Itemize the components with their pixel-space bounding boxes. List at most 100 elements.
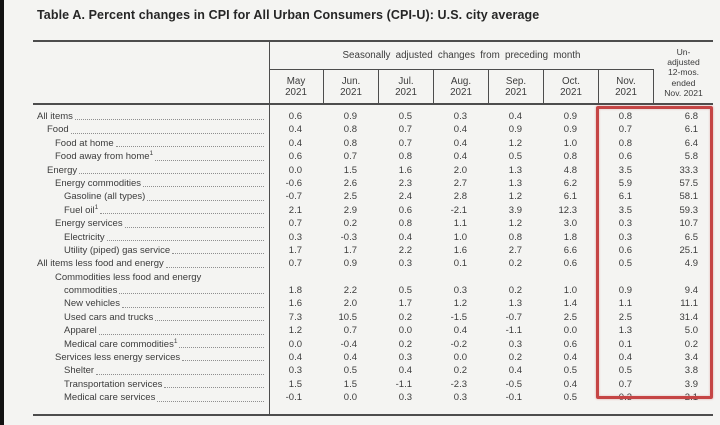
month-header-cell: Jul. 2021 — [379, 70, 434, 103]
cell-month-3: 0.4 — [453, 124, 467, 136]
row-label: Shelter — [33, 364, 269, 377]
cell-month-2: 0.5 — [398, 285, 412, 297]
cell-month-4: 1.3 — [508, 298, 522, 310]
cell-12mo-unadjusted: 6.8 — [684, 111, 698, 122]
cell-month-6: 0.7 — [618, 124, 632, 136]
month-header-row: May 2021 Jun. 2021 Jul. 2021 Aug. 2021 Sep. 2021 O… — [269, 70, 654, 103]
cell-month-4: -0.1 — [505, 392, 522, 404]
cell-month-6: 0.6 — [618, 244, 632, 256]
cell-month-1: 0.5 — [343, 365, 357, 377]
cell-month-0: 1.2 — [288, 325, 302, 337]
cell-month-0: -0.7 — [285, 191, 302, 203]
cell-month-2: 0.7 — [398, 137, 412, 149]
cell-12mo-unadjusted: 6.1 — [684, 124, 698, 136]
cell-12mo-unadjusted: 2.1 — [684, 392, 698, 404]
row-label: Energy — [33, 164, 269, 177]
cell-month-2: 0.4 — [398, 365, 412, 377]
cell-month-6: 0.8 — [618, 111, 632, 122]
cell-12mo-unadjusted: 59.3 — [679, 204, 699, 216]
cell-month-6: 3.5 — [618, 204, 632, 216]
cell-month-2: 0.3 — [398, 258, 412, 270]
row-label: Food — [33, 123, 269, 136]
cell-month-2: 0.2 — [398, 311, 412, 323]
cell-month-5: 6.2 — [563, 177, 577, 189]
cell-month-4: 0.8 — [508, 231, 522, 243]
cell-month-3: -2.1 — [450, 204, 467, 216]
cell-month-6: 0.5 — [618, 365, 632, 377]
cell-month-2: 0.6 — [398, 204, 412, 216]
cell-month-4: 0.4 — [508, 111, 522, 122]
cell-month-1: 2.9 — [343, 204, 357, 216]
unadjusted-header-cell: Un- adjusted 12-mos. ended Nov. 2021 — [664, 46, 703, 98]
dot-leader — [115, 146, 264, 148]
cell-12mo-unadjusted: 11.1 — [680, 298, 698, 310]
table-header: Seasonally adjusted changes from precedi… — [33, 40, 713, 105]
cell-month-3: 0.1 — [453, 258, 467, 270]
table-row: Electricity 0.3 -0.3 0.4 1.0 0.8 1.8 0.3 6.5 — [33, 231, 713, 244]
group-header-label: Seasonally adjusted changes from precedi… — [269, 42, 654, 70]
cell-month-5: 0.8 — [563, 151, 577, 163]
table-row: Transportation services 1.5 1.5 -1.1 -2.3 -0.… — [33, 378, 713, 391]
cell-month-2: 0.3 — [398, 392, 412, 404]
cell-12mo-unadjusted: 25.1 — [679, 244, 699, 256]
cell-month-1: 0.4 — [343, 352, 357, 364]
row-label: Food away from home1 — [33, 150, 269, 163]
cell-month-5: 6.6 — [563, 244, 577, 256]
cell-12mo-unadjusted: 3.8 — [684, 365, 698, 377]
cell-12mo-unadjusted: 5.8 — [684, 151, 698, 163]
cell-month-4: 1.2 — [508, 191, 522, 203]
cell-month-5: 0.9 — [563, 111, 577, 122]
cell-month-6: 0.3 — [618, 231, 632, 243]
cell-month-3: 0.3 — [453, 392, 467, 404]
table-row: Gasoline (all types) -0.7 2.5 2.4 2.8 1.2 6.1 6… — [33, 190, 713, 203]
cell-month-3: 1.2 — [453, 298, 467, 310]
cell-month-2: 2.4 — [398, 191, 412, 203]
cell-month-1: 0.8 — [343, 124, 357, 136]
cell-month-2: 0.2 — [398, 338, 412, 350]
cell-month-0: -0.6 — [285, 177, 302, 189]
cell-month-1: -0.4 — [340, 338, 357, 350]
cell-12mo-unadjusted: 9.4 — [684, 285, 698, 297]
cell-month-3: 2.7 — [453, 177, 467, 189]
table-row: Food away from home1 0.6 0.7 0.8 0.4 0.5 0.8 0.… — [33, 150, 713, 163]
stub-header-cell — [33, 42, 269, 103]
cell-month-1: 0.7 — [343, 151, 357, 163]
cell-month-4: 3.9 — [508, 204, 522, 216]
cell-month-0: 0.4 — [288, 352, 302, 364]
cell-month-1: 2.0 — [343, 298, 357, 310]
dot-leader — [172, 253, 264, 255]
cell-month-0: 2.1 — [288, 204, 302, 216]
cell-month-0: 0.4 — [288, 137, 302, 149]
cell-month-3: 1.0 — [453, 231, 467, 243]
cell-month-5: 1.4 — [563, 298, 577, 310]
month-header-cell: Sep. 2021 — [489, 70, 544, 103]
stub-divider-line — [269, 40, 270, 416]
cell-month-2: 0.4 — [398, 231, 412, 243]
cell-12mo-unadjusted: 3.4 — [684, 352, 698, 364]
cell-month-5: 1.8 — [563, 231, 577, 243]
cell-month-3: -0.2 — [450, 338, 467, 350]
table-body: All items 0.6 0.9 0.5 0.3 0.4 0.9 0.8 6.8 Food 0.4… — [33, 105, 713, 416]
cell-12mo-unadjusted: 33.3 — [679, 164, 699, 176]
cell-month-6: 3.5 — [618, 164, 632, 176]
month-header-cell: Aug. 2021 — [434, 70, 489, 103]
dot-leader — [157, 400, 264, 402]
table-row: Energy services 0.7 0.2 0.8 1.1 1.2 3.0 0.3 10.7 — [33, 217, 713, 230]
cell-month-5: 3.0 — [563, 218, 577, 230]
cell-month-4: 2.7 — [508, 244, 522, 256]
cell-month-3: 1.6 — [453, 244, 467, 256]
cell-month-6: 1.1 — [618, 298, 632, 310]
cell-month-2: 2.2 — [398, 244, 412, 256]
row-label: New vehicles — [33, 297, 269, 310]
cell-month-2: 0.8 — [398, 151, 412, 163]
table-title: Table A. Percent changes in CPI for All … — [37, 8, 540, 22]
cell-month-2: 2.3 — [398, 177, 412, 189]
cell-month-1: 0.0 — [343, 392, 357, 404]
month-header-cell: Oct. 2021 — [544, 70, 599, 103]
cell-month-1: 1.5 — [343, 164, 357, 176]
cell-month-4: 0.5 — [508, 151, 522, 163]
cell-month-0: 1.7 — [288, 244, 302, 256]
dot-leader — [182, 360, 264, 362]
dot-leader — [155, 320, 264, 322]
cell-month-5: 6.1 — [563, 191, 577, 203]
